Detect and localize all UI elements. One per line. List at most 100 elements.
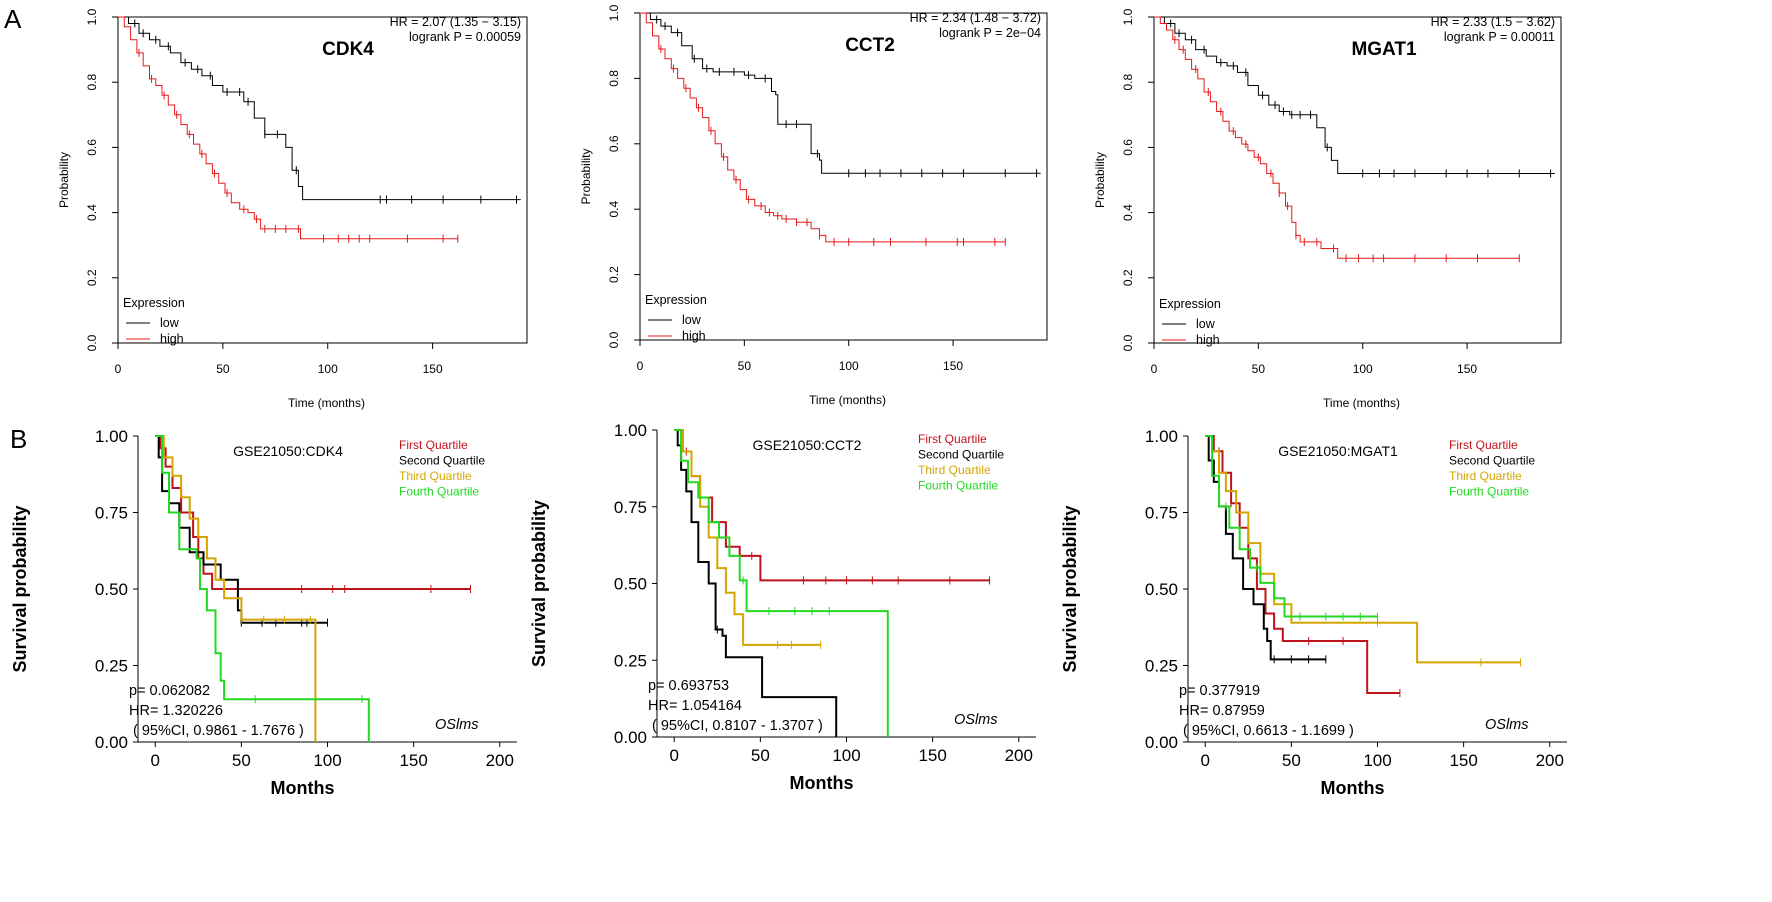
legend-label-quartile-2: Second Quartile: [1449, 454, 1535, 468]
chart-4: 0 50 100 150 200 0.00 0.25 0.50 0.75 1.00 Months Su…: [529, 421, 1036, 793]
y-axis-label: Probability: [57, 152, 71, 208]
gene-title: MGAT1: [1351, 39, 1417, 60]
panel-label-a: A: [4, 4, 22, 34]
legend-label-high: high: [1196, 333, 1220, 347]
y-tick-label: 1.00: [1145, 427, 1178, 446]
y-tick-label: 0.0: [1121, 334, 1135, 351]
p-value: p= 0.062082: [129, 683, 210, 699]
x-tick-label: 150: [423, 362, 443, 376]
y-tick-label: 1.00: [614, 421, 647, 440]
x-tick-label: 0: [669, 746, 678, 765]
legend-label-quartile-3: Third Quartile: [399, 469, 472, 483]
x-tick-label: 100: [832, 746, 860, 765]
legend-label-quartile-4: Fourth Quartile: [399, 485, 479, 499]
gene-title: CCT2: [845, 35, 895, 56]
y-tick-label: 0.0: [85, 334, 99, 351]
survival-curve-first-quartile: [1205, 435, 1400, 694]
survival-curve-high: [1154, 16, 1520, 259]
hazard-ratio: HR= 1.320226: [129, 703, 223, 719]
panel-label-b: B: [10, 424, 27, 454]
legend-title: Expression: [1159, 297, 1221, 311]
x-tick-label: 200: [1005, 746, 1033, 765]
legend-label-quartile-1: First Quartile: [918, 432, 987, 446]
legend-label-quartile-1: First Quartile: [399, 438, 468, 452]
x-tick-label: 0: [150, 751, 159, 770]
legend-label-high: high: [160, 332, 184, 346]
y-tick-label: 0.4: [85, 204, 99, 221]
dataset-title: GSE21050:MGAT1: [1278, 443, 1398, 459]
chart-2: 0 50 100 150 0.0 0.2 0.4 0.6 0.8 1.0 Time (months)…: [1093, 8, 1562, 410]
plot-frame: [639, 12, 1048, 341]
y-tick-label: 0.8: [607, 70, 621, 87]
y-tick-label: 0.2: [1121, 269, 1135, 286]
x-tick-label: 150: [399, 751, 427, 770]
survival-curve-fourth-quartile: [155, 435, 370, 742]
survival-curve-third-quartile: [155, 435, 317, 742]
legend-label-quartile-4: Fourth Quartile: [918, 479, 998, 493]
y-tick-label: 0.6: [607, 135, 621, 152]
y-tick-label: 0.75: [95, 504, 128, 523]
legend-label-quartile-4: Fourth Quartile: [1449, 485, 1529, 499]
y-axis-label: Probability: [1093, 152, 1107, 208]
x-axis-label: Months: [1321, 778, 1385, 798]
chart-0: 0 50 100 150 0.0 0.2 0.4 0.6 0.8 1.0 Time (months)…: [57, 8, 528, 410]
survival-curve-third-quartile: [674, 429, 821, 646]
legend-label-low: low: [160, 316, 180, 330]
y-tick-label: 0.8: [1121, 74, 1135, 91]
survival-curve-high: [640, 12, 1006, 243]
survival-curve-second-quartile: [674, 429, 838, 737]
hazard-ratio: HR = 2.34 (1.48 − 3.72): [910, 11, 1041, 25]
logrank-p: logrank P = 0.00059: [409, 30, 521, 44]
survival-curve-second-quartile: [155, 435, 328, 624]
x-axis-label: Time (months): [1323, 396, 1400, 410]
hazard-ratio: HR = 2.33 (1.5 − 3.62): [1431, 15, 1555, 29]
x-axis-label: Time (months): [809, 393, 886, 407]
hazard-ratio: HR = 2.07 (1.35 − 3.15): [390, 15, 521, 29]
chart-1: 0 50 100 150 0.0 0.2 0.4 0.6 0.8 1.0 Time (months)…: [579, 4, 1048, 407]
y-tick-label: 0.75: [1145, 504, 1178, 523]
x-axis-label: Time (months): [288, 396, 365, 410]
y-tick-label: 0.00: [95, 733, 128, 752]
legend-label-quartile-2: Second Quartile: [918, 448, 1004, 462]
survival-curve-fourth-quartile: [1205, 435, 1378, 618]
hazard-ratio: HR= 1.054164: [648, 698, 742, 714]
x-tick-label: 0: [115, 362, 122, 376]
p-value: p= 0.693753: [648, 678, 729, 694]
y-tick-label: 0.4: [607, 201, 621, 218]
y-tick-label: 0.2: [85, 269, 99, 286]
x-tick-label: 100: [1353, 362, 1373, 376]
x-tick-label: 50: [1282, 751, 1301, 770]
legend-title: Expression: [645, 293, 707, 307]
x-tick-label: 50: [216, 362, 230, 376]
legend-label-quartile-1: First Quartile: [1449, 438, 1518, 452]
x-tick-label: 100: [839, 359, 859, 373]
x-tick-label: 0: [1151, 362, 1158, 376]
y-tick-label: 1.0: [607, 4, 621, 21]
chart-5: 0 50 100 150 200 0.00 0.25 0.50 0.75 1.00 Months Su…: [1060, 427, 1567, 798]
survival-curve-fourth-quartile: [674, 429, 889, 737]
y-tick-label: 0.50: [1145, 580, 1178, 599]
y-tick-label: 0.4: [1121, 204, 1135, 221]
y-tick-label: 0.00: [614, 728, 647, 747]
y-tick-label: 0.25: [95, 657, 128, 676]
y-tick-label: 0.25: [614, 651, 647, 670]
confidence-interval: ( 95%CI, 0.9861 - 1.7676 ): [133, 723, 304, 739]
y-tick-label: 0.6: [1121, 139, 1135, 156]
y-tick-label: 1.00: [95, 427, 128, 446]
y-axis-label: Probability: [579, 148, 593, 204]
confidence-interval: ( 95%CI, 0.8107 - 1.3707 ): [652, 718, 823, 734]
survival-curve-second-quartile: [1205, 435, 1326, 661]
y-tick-label: 0.75: [614, 498, 647, 517]
survival-curve-low: [640, 12, 1041, 174]
y-tick-label: 0.50: [95, 580, 128, 599]
x-tick-label: 0: [637, 359, 644, 373]
y-tick-label: 0.25: [1145, 657, 1178, 676]
x-tick-label: 150: [1457, 362, 1477, 376]
survival-type-note: OSlms: [1485, 717, 1529, 733]
gene-title: CDK4: [322, 39, 374, 60]
x-tick-label: 100: [313, 751, 341, 770]
x-axis-label: Months: [271, 778, 335, 798]
y-axis-label: Survival probability: [1060, 505, 1080, 672]
legend-label-quartile-2: Second Quartile: [399, 454, 485, 468]
survival-curve-low: [118, 16, 521, 201]
